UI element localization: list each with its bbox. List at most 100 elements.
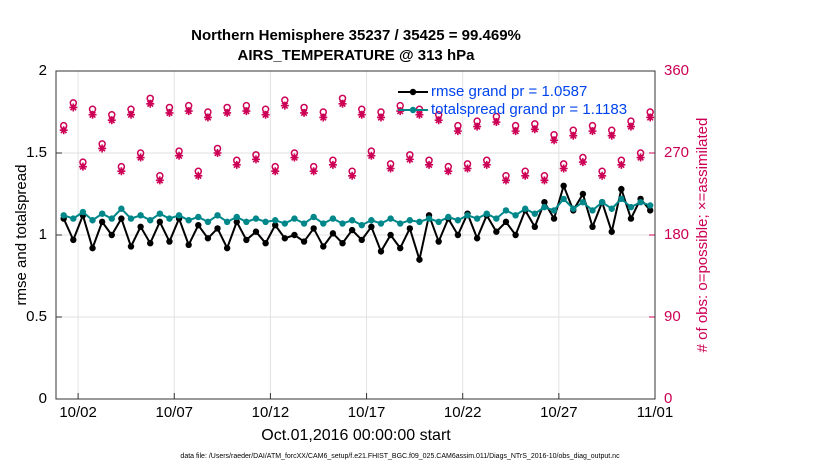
point — [147, 217, 154, 224]
point — [493, 215, 500, 222]
point-assimilated — [626, 122, 635, 131]
point — [137, 212, 144, 219]
point — [223, 218, 231, 226]
point-assimilated — [425, 160, 434, 169]
point-assimilated — [511, 127, 520, 136]
point — [118, 215, 125, 222]
point-assimilated — [280, 101, 289, 110]
point — [272, 221, 279, 229]
series — [59, 94, 654, 180]
point-assimilated — [251, 155, 260, 164]
point-assimilated — [405, 155, 414, 164]
point — [416, 218, 423, 226]
point — [531, 223, 539, 230]
point-assimilated — [376, 113, 385, 122]
point — [387, 215, 394, 222]
point-assimilated — [146, 99, 155, 108]
series — [59, 99, 655, 185]
y-tick-label: 1 — [39, 226, 47, 243]
point — [60, 212, 67, 219]
point — [550, 207, 558, 214]
point — [348, 226, 356, 234]
y2-tick-label: 270 — [664, 144, 689, 161]
point — [454, 217, 462, 224]
point — [339, 240, 346, 247]
point — [454, 231, 462, 239]
x-axis-label: Oct.01,2016 00:00:00 start — [261, 427, 451, 444]
y2-axis-label: # of obs: o=possible; ×=assimilated — [694, 118, 711, 353]
point-assimilated — [203, 113, 212, 122]
point — [310, 225, 317, 232]
point-assimilated — [155, 176, 164, 185]
point — [387, 231, 394, 239]
point — [252, 215, 260, 222]
point-assimilated — [261, 110, 270, 119]
point — [502, 218, 510, 226]
point — [473, 215, 481, 222]
point-assimilated — [165, 108, 174, 117]
point-assimilated — [396, 107, 405, 116]
point — [502, 207, 510, 214]
point — [300, 238, 308, 245]
point — [425, 215, 433, 222]
point — [147, 240, 154, 247]
point — [339, 220, 346, 227]
point — [377, 220, 385, 227]
point-assimilated — [530, 125, 539, 134]
point — [156, 218, 164, 226]
point — [127, 215, 135, 222]
point-assimilated — [444, 167, 453, 176]
point-assimilated — [107, 116, 116, 125]
y-tick-label: 0.5 — [26, 308, 47, 325]
point-assimilated — [357, 110, 366, 119]
point-assimilated — [213, 149, 222, 157]
x-tick-label: 10/27 — [540, 404, 578, 421]
point — [541, 203, 548, 211]
point — [358, 221, 365, 229]
y-tick-label: 1.5 — [26, 144, 47, 161]
point — [233, 213, 240, 221]
point — [204, 235, 212, 242]
point — [416, 256, 423, 263]
point — [118, 205, 125, 212]
series — [60, 195, 654, 229]
point — [435, 238, 442, 245]
point — [406, 217, 414, 224]
point-assimilated — [386, 164, 395, 173]
plot-frame — [55, 70, 656, 400]
point-assimilated — [184, 107, 193, 116]
point-assimilated — [559, 164, 568, 173]
point-assimilated — [501, 176, 510, 185]
point — [483, 210, 490, 217]
point — [243, 218, 250, 226]
point — [252, 228, 260, 235]
point-assimilated — [453, 127, 462, 136]
point-assimilated — [578, 158, 587, 167]
y-tick-label: 0 — [39, 390, 47, 407]
point — [570, 205, 577, 212]
point — [397, 244, 404, 252]
point-assimilated — [59, 126, 68, 135]
x-tick-label: 10/12 — [252, 404, 290, 421]
point-assimilated — [175, 151, 184, 160]
point — [541, 199, 548, 206]
point — [214, 212, 221, 219]
y2-tick-label: 360 — [664, 62, 689, 79]
point — [406, 225, 414, 232]
point — [608, 205, 615, 212]
point — [281, 235, 289, 242]
point-assimilated — [367, 151, 376, 160]
x-tick-label: 10/22 — [444, 404, 482, 421]
point — [272, 217, 279, 224]
point — [377, 248, 385, 255]
point-assimilated — [242, 107, 251, 116]
point — [108, 231, 115, 239]
point — [166, 238, 173, 245]
point-assimilated — [271, 167, 280, 176]
point — [598, 199, 606, 206]
x-tick-label: 11/01 — [637, 404, 673, 421]
y-tick-label: 2 — [39, 62, 47, 79]
point — [618, 195, 625, 203]
point-assimilated — [290, 153, 299, 162]
point — [204, 218, 212, 226]
